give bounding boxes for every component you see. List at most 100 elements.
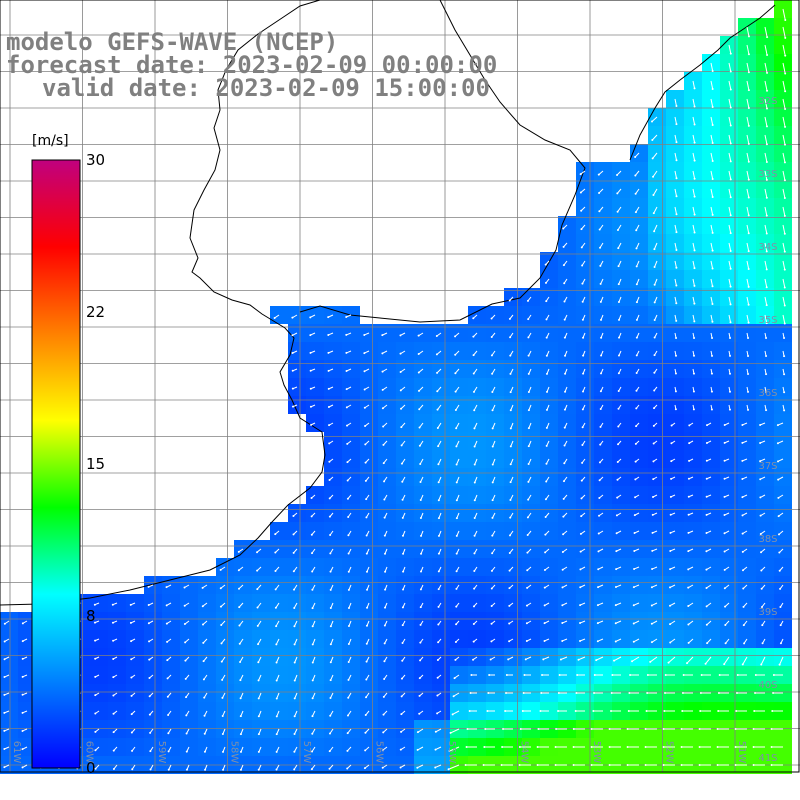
wind-arrow-head [562,264,565,267]
wind-arrow-head [596,622,599,625]
wind-arrow [764,44,768,56]
wind-arrow [764,314,768,324]
wind-arrow [782,134,786,145]
wind-arrow-head [617,301,620,304]
wind-arrow-head [149,731,152,734]
wind-arrow-head [346,424,349,427]
wind-arrow-head [402,588,405,591]
wind-arrow-head [94,767,97,770]
wind-arrow-head [618,318,621,321]
wind-arrow-head [582,354,585,357]
wind-arrow-head [669,495,672,498]
wind-arrow-head [238,624,241,627]
wind-arrow-head [525,622,528,625]
longitude-label: 56W [374,741,385,764]
wind-arrow-head [347,588,350,591]
wind-arrow-head [509,463,512,466]
wind-arrow-head [777,533,780,536]
wind-arrow-head [564,390,567,393]
wind-arrow-head [509,516,512,519]
wind-arrow-head [345,369,348,372]
wind-arrow-head [274,569,277,572]
wind-arrow-head [681,710,684,712]
wind-arrow-head [346,732,349,735]
wind-arrow-head [723,550,726,553]
wind-arrow-head [545,408,548,411]
wind-arrow-head [434,748,437,751]
wind-arrow-head [525,604,528,607]
wind-arrow-head [662,746,665,748]
wind-arrow-head [238,606,241,609]
wind-arrow-head [765,143,768,146]
wind-arrow-head [310,515,313,518]
wind-arrow-head [468,710,471,712]
wind-arrow-head [711,160,714,163]
wind-arrow-head [202,641,205,644]
wind-arrow [692,134,696,143]
wind-arrow-head [311,643,314,646]
wind-arrow-head [490,569,493,572]
wind-arrow-head [784,18,787,21]
wind-arrow-head [518,764,521,766]
wind-arrow [710,188,714,198]
wind-arrow-head [418,408,421,411]
wind-arrow [746,206,750,216]
wind-arrow-head [649,660,652,663]
wind-arrow-head [166,677,169,680]
wind-arrow-head [627,710,630,712]
wind-arrow-head [545,372,548,375]
wind-arrow [710,260,714,269]
wind-arrow [674,170,678,179]
wind-arrow-head [401,659,404,662]
wind-arrow [631,656,640,662]
wind-arrow-head [664,692,667,694]
longitude-label: 51W [736,741,747,764]
wind-arrow-head [723,477,726,480]
wind-arrow-head [399,352,402,355]
wind-arrow-head [328,460,331,463]
wind-arrow-head [274,588,277,591]
wind-arrow-head [710,372,713,375]
wind-arrow [543,656,550,660]
wind-arrow-head [747,89,750,92]
wind-arrow-head [598,191,601,194]
wind-arrow-head [419,499,422,502]
wind-arrow-head [310,768,313,771]
wind-arrow-head [328,767,331,770]
wind-arrow-head [692,408,695,411]
wind-arrow-head [711,285,714,288]
wind-arrow-head [572,728,575,730]
wind-arrow-head [452,695,455,698]
wind-arrow-head [667,661,670,664]
wind-arrow-head [770,764,773,766]
wind-arrow [782,170,786,181]
wind-arrow-head [203,714,206,717]
wind-arrow-head [293,733,296,736]
wind-arrow [674,152,677,161]
wind-arrow-head [437,588,440,591]
wind-arrow-head [635,318,638,321]
wind-arrow-head [711,336,714,339]
wind-arrow-head [580,497,583,500]
wind-arrow [452,710,460,715]
wind-arrow-head [365,498,368,501]
wind-arrow-head [558,674,561,676]
wind-arrow-head [384,552,387,555]
wind-arrow-head [488,674,491,676]
wind-arrow-head [765,322,768,325]
wind-arrow-head [346,767,349,770]
wind-arrow-head [21,711,24,714]
wind-arrow-head [347,678,350,681]
wind-arrow-head [544,551,547,554]
wind-arrow-head [167,768,170,771]
wind-arrow [746,44,750,55]
wind-arrow [674,206,677,215]
wind-arrow [448,764,460,770]
wind-arrow-head [761,642,764,645]
wind-arrow-head [311,607,314,610]
wind-arrow-head [564,354,567,357]
wind-arrow-head [130,694,133,697]
wind-arrow-head [504,710,507,712]
wind-arrow-head [311,715,314,718]
wind-arrow-head [400,462,403,465]
